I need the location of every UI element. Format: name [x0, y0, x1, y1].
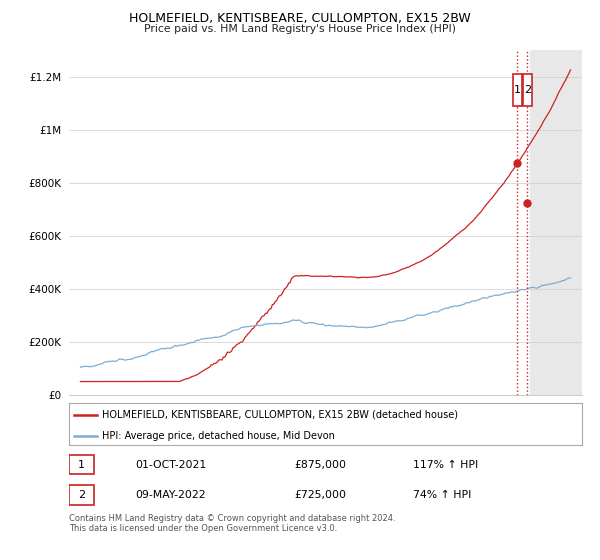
Bar [530, 50, 587, 395]
Text: HPI: Average price, detached house, Mid Devon: HPI: Average price, detached house, Mid … [103, 431, 335, 441]
Text: 09-MAY-2022: 09-MAY-2022 [136, 490, 206, 500]
Text: £875,000: £875,000 [295, 460, 347, 469]
Text: 2: 2 [78, 490, 85, 500]
FancyBboxPatch shape [513, 74, 522, 106]
Bar [69, 455, 94, 474]
Text: £725,000: £725,000 [295, 490, 347, 500]
FancyBboxPatch shape [523, 74, 532, 106]
Text: 2: 2 [524, 85, 531, 95]
Text: Contains HM Land Registry data © Crown copyright and database right 2024.
This d: Contains HM Land Registry data © Crown c… [69, 514, 395, 534]
Text: HOLMEFIELD, KENTISBEARE, CULLOMPTON, EX15 2BW (detached house): HOLMEFIELD, KENTISBEARE, CULLOMPTON, EX1… [103, 409, 458, 419]
Text: Price paid vs. HM Land Registry's House Price Index (HPI): Price paid vs. HM Land Registry's House … [144, 24, 456, 34]
Bar [69, 485, 94, 505]
Text: 1: 1 [514, 85, 521, 95]
Text: HOLMEFIELD, KENTISBEARE, CULLOMPTON, EX15 2BW: HOLMEFIELD, KENTISBEARE, CULLOMPTON, EX1… [129, 12, 471, 25]
Text: 117% ↑ HPI: 117% ↑ HPI [413, 460, 478, 469]
Text: 1: 1 [78, 460, 85, 469]
Text: 74% ↑ HPI: 74% ↑ HPI [413, 490, 471, 500]
Text: 01-OCT-2021: 01-OCT-2021 [136, 460, 207, 469]
